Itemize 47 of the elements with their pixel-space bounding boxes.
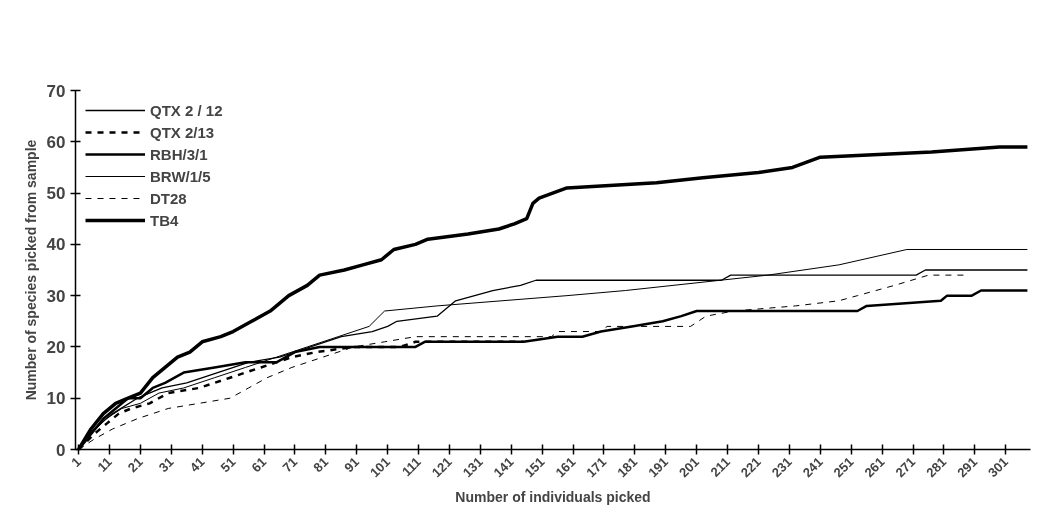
y-tick-label: 50 xyxy=(46,184,66,204)
x-tick-label: 141 xyxy=(490,454,517,481)
x-tick-label: 31 xyxy=(155,454,177,476)
x-tick-label: 111 xyxy=(398,454,424,480)
x-tick-label: 261 xyxy=(861,454,888,481)
x-tick-label: 101 xyxy=(367,454,393,481)
x-tick-label: 251 xyxy=(830,454,857,481)
y-tick-label: 70 xyxy=(46,81,66,101)
x-tick-label: 221 xyxy=(737,454,764,481)
x-tick-label: 41 xyxy=(186,454,208,476)
x-axis-title: Number of individuals picked xyxy=(455,489,651,506)
y-tick-label: 30 xyxy=(46,286,66,306)
legend-label: TB4 xyxy=(150,211,179,229)
y-tick-label: 10 xyxy=(46,389,66,409)
x-tick-label: 71 xyxy=(279,454,301,476)
x-tick-label: 21 xyxy=(124,454,146,476)
x-tick-label: 301 xyxy=(985,454,1012,481)
y-tick-label: 20 xyxy=(46,337,66,357)
y-tick-label: 60 xyxy=(46,132,66,152)
x-tick-label: 211 xyxy=(707,454,733,480)
x-tick-label: 231 xyxy=(768,454,795,481)
y-axis-title: Number of species picked from sample xyxy=(22,139,39,401)
x-tick-label: 271 xyxy=(892,454,919,481)
legend-label: RBH/3/1 xyxy=(150,145,208,163)
x-tick-label: 151 xyxy=(521,454,548,481)
legend-label: BRW/1/5 xyxy=(150,167,211,185)
x-tick-label: 281 xyxy=(923,454,950,481)
x-tick-label: 11 xyxy=(94,454,115,475)
x-tick-label: 161 xyxy=(552,454,579,481)
x-tick-label: 171 xyxy=(583,454,610,481)
x-tick-label: 131 xyxy=(459,454,486,481)
x-tick-label: 61 xyxy=(248,454,270,476)
x-tick-label: 181 xyxy=(614,454,641,481)
x-tick-label: 91 xyxy=(341,454,363,476)
legend-label: DT28 xyxy=(150,189,187,207)
y-tick-label: 0 xyxy=(56,440,66,460)
x-tick-label: 121 xyxy=(428,454,455,481)
x-tick-label: 241 xyxy=(799,454,826,481)
x-tick-label: 1 xyxy=(68,454,84,470)
legend-label: QTX 2 / 12 xyxy=(150,101,223,119)
x-tick-label: 81 xyxy=(310,454,332,476)
x-tick-label: 291 xyxy=(954,454,981,481)
x-tick-label: 51 xyxy=(217,454,239,476)
x-tick-label: 191 xyxy=(645,454,672,481)
y-tick-label: 40 xyxy=(46,235,66,255)
x-tick-label: 201 xyxy=(676,454,703,481)
legend-label: QTX 2/13 xyxy=(150,123,215,141)
